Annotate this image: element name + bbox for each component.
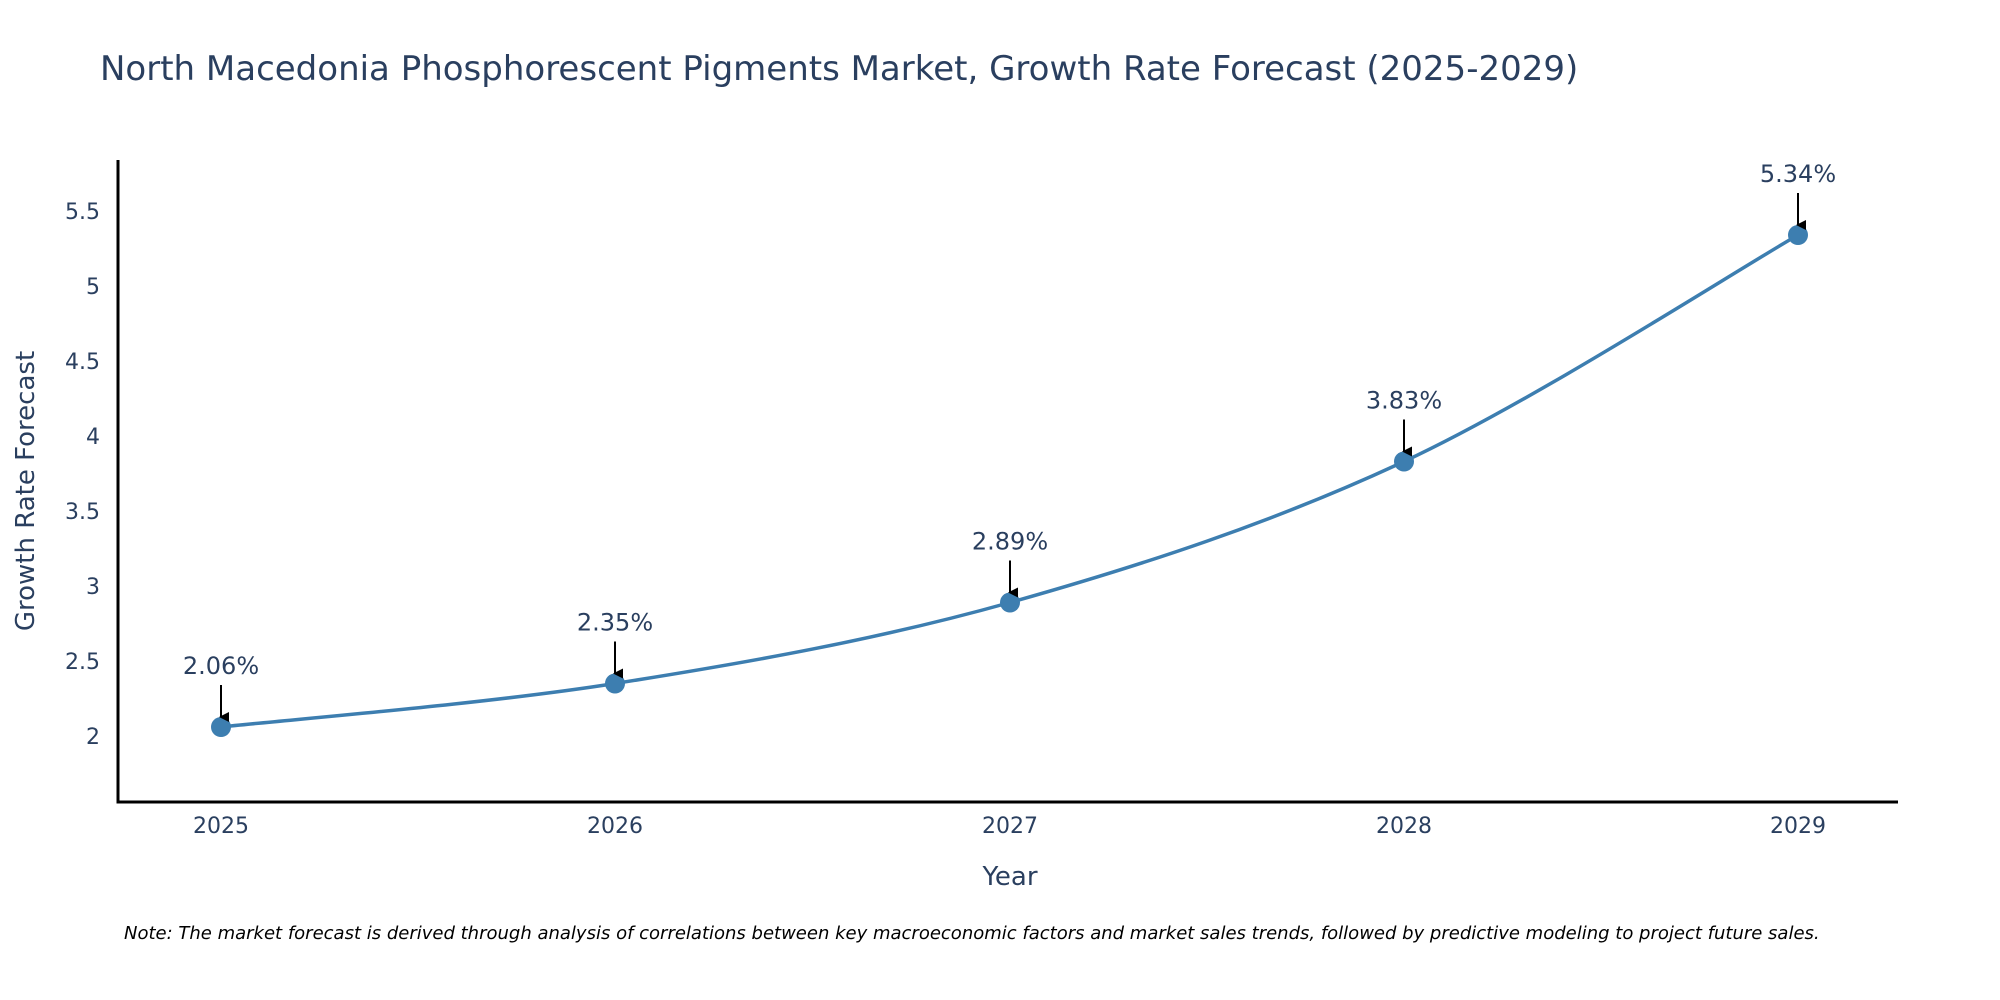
footnote: Note: The market forecast is derived thr… — [124, 923, 1820, 944]
y-tick-label: 4.5 — [65, 350, 100, 375]
y-axis-ticks: 2 2.5 3 3.5 4 4.5 5 5.5 — [65, 200, 100, 750]
y-tick-label: 4 — [86, 425, 100, 450]
annotation-2029: 5.34% — [1760, 160, 1836, 230]
data-point-2027 — [1000, 592, 1020, 613]
annotation-2026: 2.35% — [577, 609, 653, 679]
data-point-2025 — [211, 717, 231, 737]
x-tick-label: 2027 — [982, 814, 1038, 839]
x-tick-label: 2029 — [1770, 814, 1826, 839]
y-tick-label: 3 — [86, 575, 100, 600]
y-tick-label: 2 — [86, 725, 100, 750]
data-point-2028 — [1394, 451, 1414, 472]
x-tick-label: 2025 — [193, 814, 249, 839]
data-label: 2.89% — [972, 528, 1048, 556]
data-label: 5.34% — [1760, 160, 1836, 188]
series-line — [220, 233, 1799, 729]
data-label: 2.35% — [577, 609, 653, 637]
y-tick-label: 5.5 — [65, 200, 100, 225]
x-axis-ticks: 2025 2026 2027 2028 2029 — [193, 814, 1826, 839]
y-axis-title: Growth Rate Forecast — [11, 351, 41, 631]
data-point-2029 — [1788, 225, 1808, 245]
annotation-2025: 2.06% — [183, 652, 259, 722]
data-point-2026 — [605, 673, 625, 694]
y-tick-label: 2.5 — [65, 650, 100, 675]
y-tick-label: 5 — [86, 275, 100, 300]
data-label: 3.83% — [1366, 387, 1442, 415]
annotation-2028: 3.83% — [1366, 387, 1442, 457]
y-tick-label: 3.5 — [65, 500, 100, 525]
data-label: 2.06% — [183, 652, 259, 680]
x-axis-title: Year — [981, 862, 1037, 892]
annotation-2027: 2.89% — [972, 528, 1048, 598]
data-label-annotations: 2.06% 2.35% 2.89% 3.83% 5.34% — [183, 160, 1836, 722]
chart-title: North Macedonia Phosphorescent Pigments … — [100, 49, 1578, 89]
data-points — [211, 225, 1808, 737]
x-tick-label: 2028 — [1376, 814, 1432, 839]
x-tick-label: 2026 — [587, 814, 643, 839]
